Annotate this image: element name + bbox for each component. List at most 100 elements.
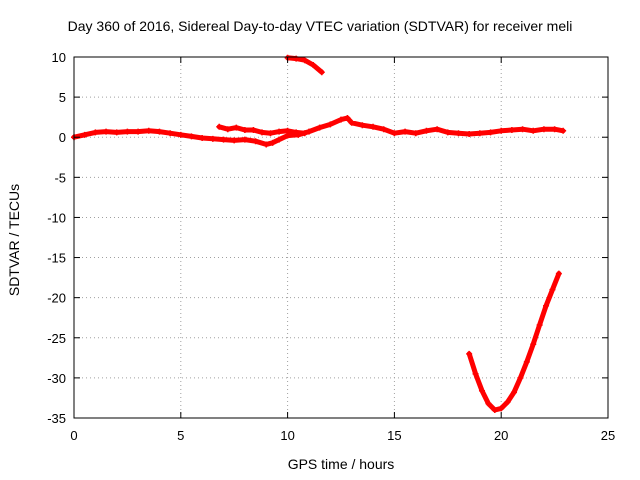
data-point [455,130,462,137]
data-point [444,129,451,136]
data-point [466,350,473,357]
data-point [519,126,526,133]
data-point [250,127,257,134]
x-axis-label: GPS time / hours [287,456,395,472]
data-point [276,136,283,143]
data-point [549,286,556,293]
data-point [267,130,274,137]
data-point [540,126,547,133]
data-point [241,127,248,134]
data-point [293,129,300,136]
data-point [523,358,530,365]
data-point [536,321,543,328]
data-point [476,130,483,137]
data-point [491,406,498,413]
data-point [199,135,206,142]
data-point [370,123,377,130]
data-point [530,341,537,348]
data-point [338,116,344,123]
data-point [316,124,323,131]
data-point [113,129,120,136]
y-axis: 10 5 0 -5 -10 -15 -20 -25 -30 -35 [47,50,608,426]
x-tick-label: 25 [601,428,615,443]
x-tick-label: 5 [177,428,184,443]
data-point [224,126,231,133]
data-point [233,124,240,131]
x-tick-label: 10 [280,428,294,443]
x-tick-label: 20 [494,428,508,443]
data-point [434,126,441,133]
data-point [81,131,88,138]
data-point [305,128,312,135]
data-point [310,62,317,69]
y-tick-label: -25 [47,331,66,346]
data-point [380,126,387,133]
series-layer [71,54,567,413]
data-point [301,57,308,64]
data-point [231,137,238,144]
y-tick-label: 5 [59,90,66,105]
data-point [348,119,355,126]
data-point [258,129,265,136]
data-point [269,139,276,146]
data-point [412,130,419,137]
data-point [423,127,430,134]
data-point [517,374,524,381]
data-point [318,69,325,76]
y-tick-label: -5 [54,170,66,185]
data-point [487,129,494,136]
x-tick-label: 0 [70,428,77,443]
data-point [216,123,223,130]
data-point [504,398,511,405]
data-point [543,302,550,309]
data-point [103,128,110,135]
y-tick-label: -20 [47,291,66,306]
data-point [284,127,291,134]
y-tick-label: 0 [59,130,66,145]
data-point [145,127,152,134]
data-point [478,387,485,394]
data-point [276,128,283,135]
data-point [301,130,308,137]
x-axis: 0 5 10 15 20 25 [70,57,615,443]
data-point [466,131,473,138]
data-point [124,128,131,135]
data-point [252,138,259,145]
data-point [344,114,351,121]
data-point [263,141,270,148]
data-point [508,127,515,134]
data-point [156,128,163,135]
data-point [241,136,248,143]
data-point [555,270,562,277]
data-point [391,130,398,137]
data-point [551,126,558,133]
data-point [498,405,505,412]
data-point [327,121,334,128]
data-point [167,130,174,137]
chart-title: Day 360 of 2016, Sidereal Day-to-day VTE… [67,18,573,34]
data-point [92,129,99,136]
grid [74,57,608,418]
y-tick-label: -30 [47,371,66,386]
data-point [359,122,366,129]
data-point [472,370,479,377]
y-tick-label: -35 [47,411,66,426]
data-point [177,131,184,138]
data-point [220,136,227,143]
y-tick-label: -10 [47,210,66,225]
data-point [402,128,409,135]
y-tick-label: -15 [47,251,66,266]
data-point [498,127,505,134]
data-point [560,127,567,134]
data-point [530,127,537,134]
plot-frame [73,56,609,419]
x-tick-label: 15 [387,428,401,443]
data-point [511,389,518,396]
data-point [485,400,492,407]
data-point [188,133,195,140]
data-point [209,135,216,142]
y-tick-label: 10 [52,50,66,65]
y-axis-label: SDTVAR / TECUs [6,183,22,297]
data-point [135,128,142,135]
